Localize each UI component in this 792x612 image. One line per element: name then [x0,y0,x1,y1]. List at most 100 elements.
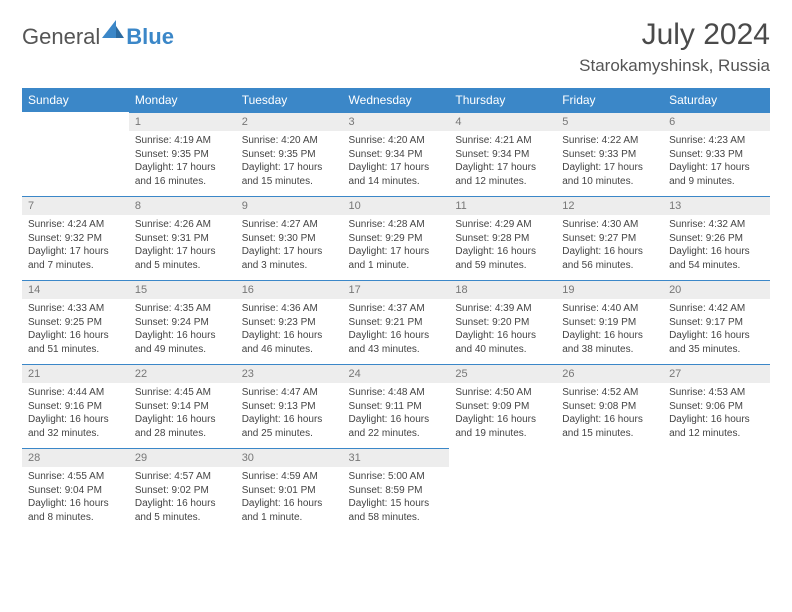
day-number: 15 [129,280,236,299]
day-number: 13 [663,196,770,215]
day-number: 22 [129,364,236,383]
calendar-cell: 7Sunrise: 4:24 AMSunset: 9:32 PMDaylight… [22,196,129,280]
calendar-cell: 22Sunrise: 4:45 AMSunset: 9:14 PMDayligh… [129,364,236,448]
day-number: 3 [343,112,450,131]
day-number: 12 [556,196,663,215]
brand-triangle-icon [102,20,124,43]
calendar-cell: 20Sunrise: 4:42 AMSunset: 9:17 PMDayligh… [663,280,770,364]
day-details: Sunrise: 4:40 AMSunset: 9:19 PMDaylight:… [556,299,663,360]
day-number: 25 [449,364,556,383]
day-number: 5 [556,112,663,131]
day-number: 6 [663,112,770,131]
day-number: 11 [449,196,556,215]
calendar-cell [449,448,556,532]
day-number: 18 [449,280,556,299]
day-number: 10 [343,196,450,215]
day-details: Sunrise: 4:20 AMSunset: 9:34 PMDaylight:… [343,131,450,192]
day-number: 14 [22,280,129,299]
calendar-row: 1Sunrise: 4:19 AMSunset: 9:35 PMDaylight… [22,112,770,196]
calendar-cell: 2Sunrise: 4:20 AMSunset: 9:35 PMDaylight… [236,112,343,196]
month-title: July 2024 [579,18,770,52]
calendar-cell: 28Sunrise: 4:55 AMSunset: 9:04 PMDayligh… [22,448,129,532]
day-number: 26 [556,364,663,383]
calendar-cell: 30Sunrise: 4:59 AMSunset: 9:01 PMDayligh… [236,448,343,532]
day-details: Sunrise: 4:44 AMSunset: 9:16 PMDaylight:… [22,383,129,444]
day-number: 7 [22,196,129,215]
day-details: Sunrise: 4:24 AMSunset: 9:32 PMDaylight:… [22,215,129,276]
calendar-cell: 18Sunrise: 4:39 AMSunset: 9:20 PMDayligh… [449,280,556,364]
day-details: Sunrise: 4:45 AMSunset: 9:14 PMDaylight:… [129,383,236,444]
calendar-cell: 11Sunrise: 4:29 AMSunset: 9:28 PMDayligh… [449,196,556,280]
calendar-cell: 9Sunrise: 4:27 AMSunset: 9:30 PMDaylight… [236,196,343,280]
calendar-cell: 23Sunrise: 4:47 AMSunset: 9:13 PMDayligh… [236,364,343,448]
day-details: Sunrise: 4:30 AMSunset: 9:27 PMDaylight:… [556,215,663,276]
calendar-cell: 31Sunrise: 5:00 AMSunset: 8:59 PMDayligh… [343,448,450,532]
day-details: Sunrise: 4:22 AMSunset: 9:33 PMDaylight:… [556,131,663,192]
calendar-cell: 16Sunrise: 4:36 AMSunset: 9:23 PMDayligh… [236,280,343,364]
day-number: 27 [663,364,770,383]
calendar-table: SundayMondayTuesdayWednesdayThursdayFrid… [22,88,770,532]
day-number: 8 [129,196,236,215]
calendar-cell: 25Sunrise: 4:50 AMSunset: 9:09 PMDayligh… [449,364,556,448]
brand-logo: General Blue [22,18,174,50]
day-details: Sunrise: 4:32 AMSunset: 9:26 PMDaylight:… [663,215,770,276]
calendar-cell: 26Sunrise: 4:52 AMSunset: 9:08 PMDayligh… [556,364,663,448]
day-details: Sunrise: 4:23 AMSunset: 9:33 PMDaylight:… [663,131,770,192]
day-details: Sunrise: 4:47 AMSunset: 9:13 PMDaylight:… [236,383,343,444]
day-details: Sunrise: 4:36 AMSunset: 9:23 PMDaylight:… [236,299,343,360]
day-details: Sunrise: 4:33 AMSunset: 9:25 PMDaylight:… [22,299,129,360]
day-details: Sunrise: 4:29 AMSunset: 9:28 PMDaylight:… [449,215,556,276]
day-number: 30 [236,448,343,467]
day-header: Sunday [22,88,129,112]
day-number: 20 [663,280,770,299]
calendar-row: 28Sunrise: 4:55 AMSunset: 9:04 PMDayligh… [22,448,770,532]
day-details: Sunrise: 4:20 AMSunset: 9:35 PMDaylight:… [236,131,343,192]
day-number: 28 [22,448,129,467]
calendar-cell: 15Sunrise: 4:35 AMSunset: 9:24 PMDayligh… [129,280,236,364]
day-header: Tuesday [236,88,343,112]
calendar-cell: 3Sunrise: 4:20 AMSunset: 9:34 PMDaylight… [343,112,450,196]
brand-word2: Blue [126,24,174,50]
day-details: Sunrise: 4:42 AMSunset: 9:17 PMDaylight:… [663,299,770,360]
day-details: Sunrise: 4:37 AMSunset: 9:21 PMDaylight:… [343,299,450,360]
day-number: 29 [129,448,236,467]
day-details: Sunrise: 4:26 AMSunset: 9:31 PMDaylight:… [129,215,236,276]
title-block: July 2024 Starokamyshinsk, Russia [579,18,770,76]
calendar-cell [22,112,129,196]
day-header: Thursday [449,88,556,112]
day-header-row: SundayMondayTuesdayWednesdayThursdayFrid… [22,88,770,112]
day-number: 1 [129,112,236,131]
day-header: Monday [129,88,236,112]
day-details: Sunrise: 5:00 AMSunset: 8:59 PMDaylight:… [343,467,450,528]
calendar-cell: 19Sunrise: 4:40 AMSunset: 9:19 PMDayligh… [556,280,663,364]
calendar-cell: 5Sunrise: 4:22 AMSunset: 9:33 PMDaylight… [556,112,663,196]
day-number: 31 [343,448,450,467]
calendar-row: 21Sunrise: 4:44 AMSunset: 9:16 PMDayligh… [22,364,770,448]
day-details: Sunrise: 4:35 AMSunset: 9:24 PMDaylight:… [129,299,236,360]
day-number: 17 [343,280,450,299]
day-number: 23 [236,364,343,383]
day-number: 9 [236,196,343,215]
day-number: 21 [22,364,129,383]
day-number: 24 [343,364,450,383]
day-details: Sunrise: 4:50 AMSunset: 9:09 PMDaylight:… [449,383,556,444]
calendar-cell: 1Sunrise: 4:19 AMSunset: 9:35 PMDaylight… [129,112,236,196]
location-subtitle: Starokamyshinsk, Russia [579,56,770,76]
calendar-cell: 17Sunrise: 4:37 AMSunset: 9:21 PMDayligh… [343,280,450,364]
calendar-cell: 29Sunrise: 4:57 AMSunset: 9:02 PMDayligh… [129,448,236,532]
day-header: Saturday [663,88,770,112]
calendar-cell [556,448,663,532]
calendar-cell: 12Sunrise: 4:30 AMSunset: 9:27 PMDayligh… [556,196,663,280]
calendar-cell [663,448,770,532]
calendar-cell: 10Sunrise: 4:28 AMSunset: 9:29 PMDayligh… [343,196,450,280]
day-header: Friday [556,88,663,112]
calendar-row: 14Sunrise: 4:33 AMSunset: 9:25 PMDayligh… [22,280,770,364]
day-number: 19 [556,280,663,299]
calendar-row: 7Sunrise: 4:24 AMSunset: 9:32 PMDaylight… [22,196,770,280]
calendar-cell: 6Sunrise: 4:23 AMSunset: 9:33 PMDaylight… [663,112,770,196]
day-details: Sunrise: 4:39 AMSunset: 9:20 PMDaylight:… [449,299,556,360]
calendar-cell: 13Sunrise: 4:32 AMSunset: 9:26 PMDayligh… [663,196,770,280]
brand-word1: General [22,24,100,50]
day-details: Sunrise: 4:55 AMSunset: 9:04 PMDaylight:… [22,467,129,528]
calendar-cell: 14Sunrise: 4:33 AMSunset: 9:25 PMDayligh… [22,280,129,364]
